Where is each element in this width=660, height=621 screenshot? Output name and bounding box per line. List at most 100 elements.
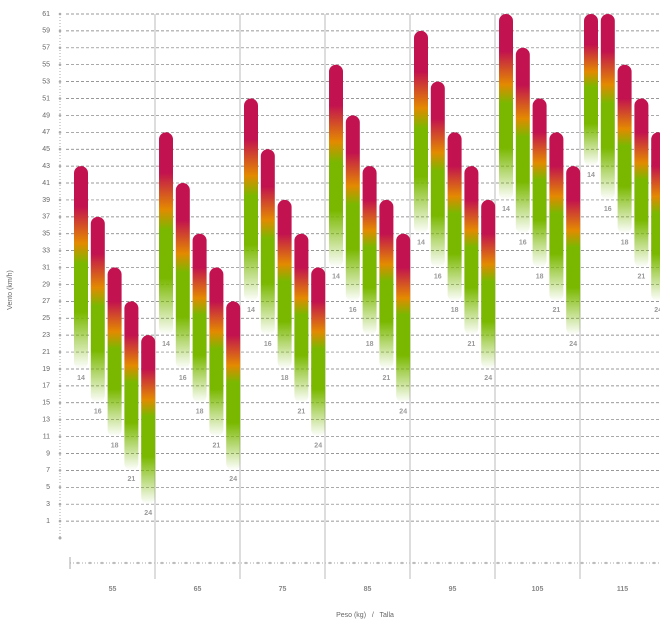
y-tick <box>58 131 62 134</box>
range-bar <box>226 301 241 471</box>
range-bar <box>566 166 581 336</box>
range-bar <box>651 132 660 302</box>
y-tick-label: 21 <box>42 349 50 356</box>
bar-label: 14 <box>587 172 595 179</box>
range-bar <box>107 267 122 437</box>
axis-dot <box>652 561 656 565</box>
axis-dot <box>112 561 116 565</box>
y-tick <box>58 97 62 100</box>
y-tick-label: 47 <box>42 129 50 136</box>
range-bar <box>192 233 207 403</box>
bar-label: 14 <box>502 206 510 213</box>
axis-dot <box>568 561 572 565</box>
y-tick-label: 33 <box>42 247 50 254</box>
y-tick-label: 61 <box>42 11 50 18</box>
range-bar <box>311 267 326 437</box>
axis-dot <box>58 536 62 540</box>
y-tick <box>58 46 62 50</box>
y-tick <box>58 181 62 185</box>
bar-label: 16 <box>349 307 357 314</box>
y-tick-label: 17 <box>42 383 50 390</box>
bar-label: 24 <box>484 375 492 382</box>
axis-dot <box>616 561 620 565</box>
axis-dot <box>544 561 548 565</box>
range-bar <box>209 267 224 437</box>
axis-dot <box>292 561 296 565</box>
axis-dot <box>268 561 272 565</box>
bar-label: 16 <box>94 409 102 416</box>
bar-label: 14 <box>77 375 85 382</box>
x-tick-label: 115 <box>617 586 628 593</box>
y-tick-label: 23 <box>42 332 50 339</box>
y-tick-label: 3 <box>46 501 50 508</box>
y-tick <box>58 249 62 252</box>
axis-dot <box>160 561 164 565</box>
axis-dot <box>604 561 608 565</box>
y-tick-label: 19 <box>42 366 50 373</box>
y-tick-label: 43 <box>42 163 50 170</box>
axis-dot <box>244 561 248 565</box>
axis-dot <box>196 561 200 565</box>
bar-label: 18 <box>111 442 119 449</box>
axis-dot <box>184 561 188 565</box>
y-tick-label: 41 <box>42 180 50 187</box>
y-tick <box>58 452 62 455</box>
axis-dot <box>400 561 404 565</box>
range-bar <box>175 183 190 369</box>
range-bar <box>499 14 513 200</box>
bar-label: 16 <box>519 240 527 247</box>
y-tick <box>58 164 62 168</box>
range-bar <box>244 98 258 302</box>
y-tick-label: 15 <box>42 400 50 407</box>
y-tick <box>58 147 62 151</box>
y-tick-label: 5 <box>46 484 50 491</box>
bar-label: 24 <box>399 409 407 416</box>
axis-dot <box>580 561 584 565</box>
y-tick <box>58 12 62 16</box>
axis-dot <box>592 561 596 565</box>
axis-dot <box>484 561 488 565</box>
axis-dot <box>460 561 464 565</box>
y-tick <box>58 519 62 523</box>
bar-label: 18 <box>281 375 289 382</box>
range-bar <box>396 233 411 403</box>
range-bar <box>90 216 105 403</box>
axis-dot <box>148 561 152 565</box>
axis-dot <box>364 561 368 565</box>
y-tick-label: 49 <box>42 112 50 119</box>
y-tick-label: 59 <box>42 28 50 35</box>
range-bar <box>464 166 479 336</box>
axis-dot <box>640 561 644 565</box>
y-tick-label: 45 <box>42 146 50 153</box>
y-tick <box>58 114 62 117</box>
axis-dot <box>172 561 176 565</box>
range-bar <box>532 98 547 268</box>
x-tick-label: 95 <box>449 586 457 593</box>
range-bar <box>141 335 156 505</box>
bar-label: 21 <box>468 341 476 348</box>
axis-dot <box>448 561 452 565</box>
y-tick-label: 37 <box>42 214 50 221</box>
y-tick-label: 35 <box>42 231 50 238</box>
y-tick-label: 11 <box>43 433 50 440</box>
y-tick-label: 13 <box>42 417 50 424</box>
y-tick <box>58 333 62 337</box>
axis-dot <box>352 561 356 565</box>
y-tick <box>58 232 62 236</box>
range-bar <box>430 81 445 268</box>
bar-label: 18 <box>366 341 374 348</box>
axis-dot <box>124 561 128 565</box>
bar-label: 14 <box>417 240 425 247</box>
axis-dot <box>88 561 92 565</box>
axis-dot <box>76 561 80 565</box>
y-tick <box>58 283 62 286</box>
bar-label: 18 <box>536 273 544 280</box>
y-tick-label: 25 <box>42 315 50 322</box>
axis-dot <box>328 561 332 565</box>
x-axis-label: Peso (kg) / Talla <box>336 612 394 619</box>
y-tick <box>58 215 62 219</box>
y-tick-label: 55 <box>42 62 50 69</box>
bar-label: 24 <box>144 510 152 517</box>
range-bar <box>379 199 394 369</box>
